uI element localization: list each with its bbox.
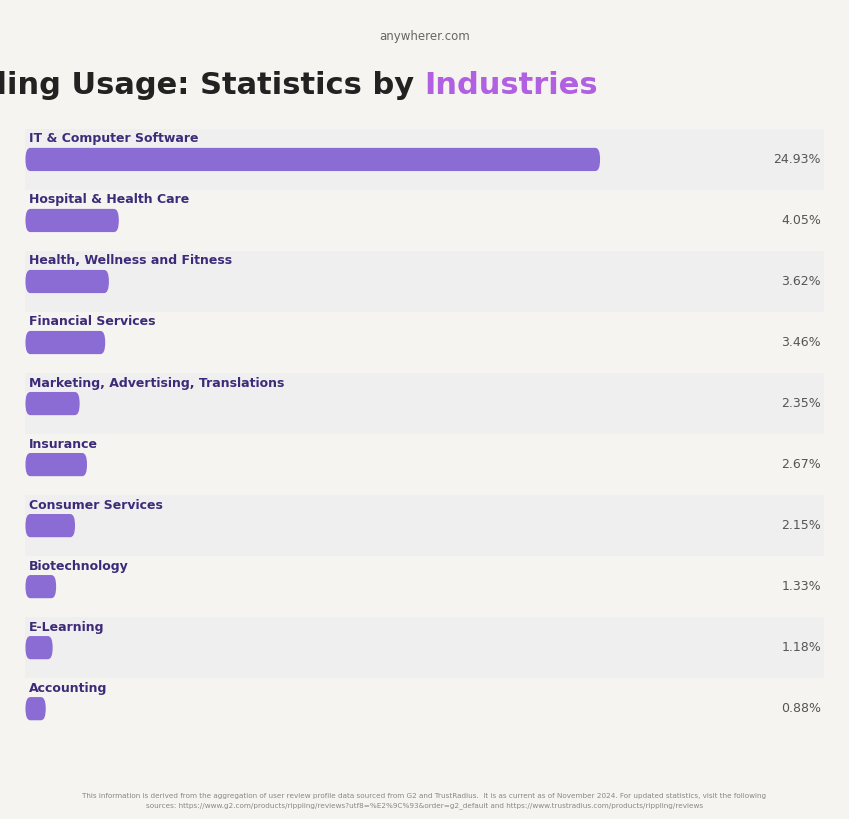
- Text: Rippling Usage: Statistics by Industries: Rippling Usage: Statistics by Industries: [85, 71, 764, 101]
- FancyBboxPatch shape: [25, 209, 119, 232]
- Text: Marketing, Advertising, Translations: Marketing, Advertising, Translations: [29, 377, 284, 390]
- Text: Biotechnology: Biotechnology: [29, 559, 129, 572]
- Text: 1.33%: 1.33%: [781, 580, 821, 593]
- Text: Hospital & Health Care: Hospital & Health Care: [29, 193, 189, 206]
- Text: 3.46%: 3.46%: [781, 336, 821, 349]
- FancyBboxPatch shape: [25, 129, 824, 190]
- Text: This information is derived from the aggregation of user review profile data sou: This information is derived from the agg…: [82, 794, 767, 808]
- Text: anywherer.com: anywherer.com: [380, 29, 469, 43]
- FancyBboxPatch shape: [25, 434, 824, 495]
- FancyBboxPatch shape: [25, 514, 75, 537]
- Text: 1.18%: 1.18%: [781, 641, 821, 654]
- Text: E-Learning: E-Learning: [29, 621, 104, 634]
- Text: 4.05%: 4.05%: [781, 214, 821, 227]
- Text: Industries: Industries: [424, 71, 599, 101]
- Text: 2.35%: 2.35%: [781, 397, 821, 410]
- Text: Rippling Usage: Statistics by: Rippling Usage: Statistics by: [0, 71, 424, 101]
- Text: 2.15%: 2.15%: [781, 519, 821, 532]
- Text: Accounting: Accounting: [29, 681, 108, 695]
- Text: Health, Wellness and Fitness: Health, Wellness and Fitness: [29, 255, 233, 268]
- Text: 3.62%: 3.62%: [781, 275, 821, 288]
- FancyBboxPatch shape: [25, 373, 824, 434]
- FancyBboxPatch shape: [25, 678, 824, 740]
- FancyBboxPatch shape: [25, 190, 824, 251]
- FancyBboxPatch shape: [25, 618, 824, 678]
- FancyBboxPatch shape: [25, 575, 56, 598]
- FancyBboxPatch shape: [25, 251, 824, 312]
- Text: 0.88%: 0.88%: [781, 702, 821, 715]
- FancyBboxPatch shape: [25, 331, 105, 354]
- FancyBboxPatch shape: [25, 697, 46, 720]
- Text: Financial Services: Financial Services: [29, 315, 155, 328]
- FancyBboxPatch shape: [25, 270, 109, 293]
- FancyBboxPatch shape: [25, 495, 824, 556]
- FancyBboxPatch shape: [25, 453, 87, 476]
- Text: 2.67%: 2.67%: [781, 458, 821, 471]
- FancyBboxPatch shape: [25, 148, 600, 171]
- Text: Insurance: Insurance: [29, 437, 98, 450]
- FancyBboxPatch shape: [25, 392, 80, 415]
- Text: IT & Computer Software: IT & Computer Software: [29, 133, 199, 146]
- FancyBboxPatch shape: [25, 636, 53, 659]
- Text: 24.93%: 24.93%: [773, 153, 821, 166]
- FancyBboxPatch shape: [25, 556, 824, 618]
- Text: Consumer Services: Consumer Services: [29, 499, 163, 512]
- FancyBboxPatch shape: [25, 312, 824, 373]
